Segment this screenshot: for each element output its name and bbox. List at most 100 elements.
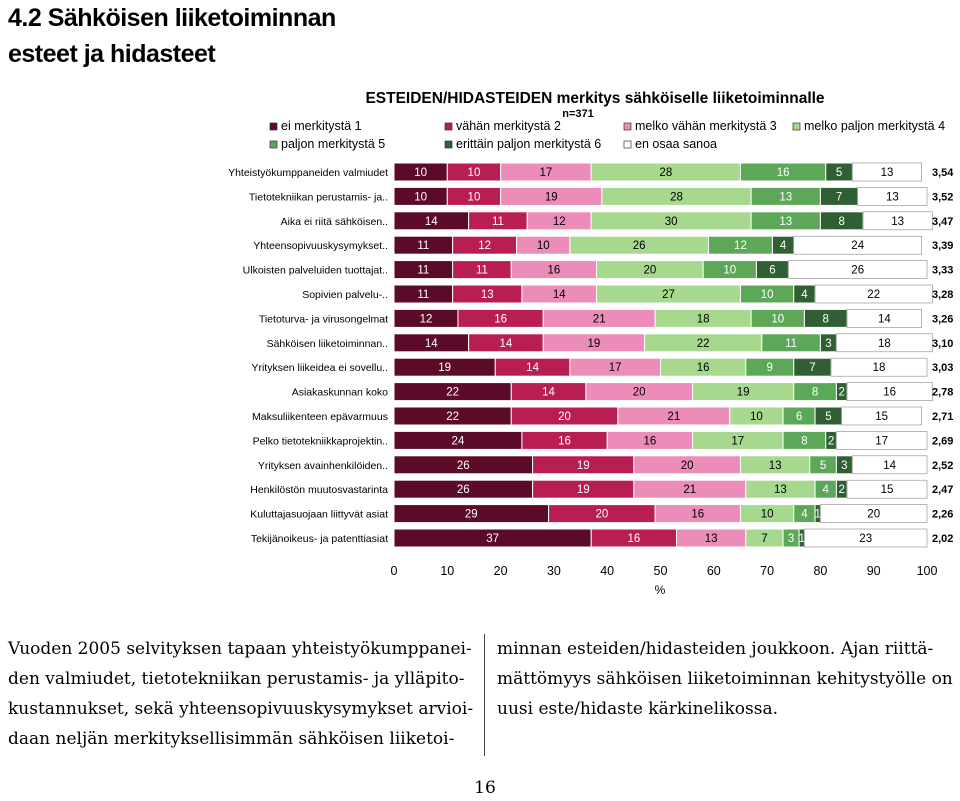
category-label: Tietoturva- ja virusongelmat bbox=[259, 313, 388, 325]
bar-value-label: 16 bbox=[548, 265, 561, 277]
bar-segment bbox=[852, 162, 922, 182]
bar-value-label: 22 bbox=[867, 289, 880, 301]
average-label: 3,26 bbox=[932, 313, 953, 325]
average-label: 2,47 bbox=[932, 484, 953, 496]
bar-value-label: 26 bbox=[633, 240, 646, 252]
bar-value-label: 29 bbox=[465, 509, 478, 521]
category-label: Ulkoisten palveluiden tuottajat.. bbox=[243, 265, 388, 277]
bar-value-label: 37 bbox=[486, 533, 499, 545]
bar-value-label: 12 bbox=[553, 216, 566, 228]
bar-segment bbox=[862, 211, 933, 231]
average-label: 2,69 bbox=[932, 435, 953, 447]
bar-value-label: 18 bbox=[697, 313, 710, 325]
bar-value-label: 11 bbox=[785, 338, 797, 350]
bar-value-label: 4 bbox=[801, 509, 808, 521]
category-label: Yhteensopivuuskysymykset.. bbox=[253, 240, 388, 252]
bar-value-label: 13 bbox=[769, 460, 782, 472]
bar-value-label: 19 bbox=[587, 338, 600, 350]
body-line: Vuoden 2005 selvityksen tapaan yhteistyö… bbox=[8, 639, 472, 659]
bar-value-label: 7 bbox=[761, 533, 767, 545]
page-number: 16 bbox=[474, 778, 496, 798]
column-divider bbox=[484, 634, 485, 756]
bar-value-label: 16 bbox=[494, 313, 507, 325]
legend-label: melko paljon merkitystä 4 bbox=[804, 119, 945, 133]
bar-value-label: 11 bbox=[417, 265, 429, 277]
bar-segment bbox=[814, 284, 933, 304]
bar-value-label: 22 bbox=[446, 411, 459, 423]
category-label: Kuluttajasuojaan liittyvät asiat bbox=[250, 509, 388, 521]
legend-swatch bbox=[444, 122, 453, 131]
category-label: Asiakaskunnan koko bbox=[292, 387, 388, 399]
bar-segment bbox=[820, 504, 928, 523]
body-line: uusi este/hidaste kärkinelikossa. bbox=[497, 699, 778, 719]
bar-value-label: 13 bbox=[886, 191, 899, 203]
average-label: 2,71 bbox=[932, 411, 953, 423]
bar-value-label: 24 bbox=[851, 240, 864, 252]
average-label: 2,26 bbox=[932, 509, 953, 521]
category-label: Maksuliikenteen epävarmuus bbox=[252, 411, 388, 423]
average-label: 3,33 bbox=[932, 265, 953, 277]
bar-value-label: 11 bbox=[476, 265, 488, 277]
average-label: 2,02 bbox=[932, 533, 953, 545]
bar-value-label: 20 bbox=[643, 265, 656, 277]
bar-value-label: 13 bbox=[779, 191, 792, 203]
average-label: 3,39 bbox=[932, 240, 953, 252]
legend-label: ei merkitystä 1 bbox=[281, 119, 362, 133]
category-label: Yrityksen avainhenkilöiden.. bbox=[258, 460, 388, 472]
bar-value-label: 14 bbox=[542, 387, 555, 399]
average-label: 3,47 bbox=[932, 216, 953, 228]
x-axis: 0 10 20 30 40 50 60 70 80 90 100 bbox=[391, 564, 938, 578]
category-label: Aika ei riitä sähköisen.. bbox=[281, 216, 388, 228]
bar-value-label: 18 bbox=[878, 338, 891, 350]
bar-value-label: 10 bbox=[537, 240, 550, 252]
bar-value-label: 21 bbox=[683, 484, 696, 496]
bar-value-label: 17 bbox=[875, 435, 888, 447]
x-tick-label: 30 bbox=[547, 564, 561, 578]
legend-swatch bbox=[623, 122, 632, 131]
bar-value-label: 20 bbox=[558, 411, 571, 423]
bar-value-label: 16 bbox=[643, 435, 656, 447]
bar-value-label: 11 bbox=[417, 289, 429, 301]
bar-value-label: 10 bbox=[468, 191, 481, 203]
legend-swatch bbox=[792, 122, 801, 131]
bar-segment bbox=[846, 309, 922, 328]
average-label: 3,54 bbox=[932, 167, 954, 179]
x-tick-label: 50 bbox=[654, 564, 668, 578]
legend-label: paljon merkitystä 5 bbox=[281, 137, 385, 151]
bar-value-label: 12 bbox=[420, 313, 433, 325]
bar-value-label: 2 bbox=[839, 484, 845, 496]
category-label: Tietotekniikan perustamis- ja.. bbox=[249, 191, 388, 203]
bar-value-label: 16 bbox=[691, 509, 704, 521]
average-label: 2,52 bbox=[932, 460, 953, 472]
category-label: Pelko tietotekniikkaprojektin.. bbox=[253, 435, 388, 447]
bar-value-label: 16 bbox=[883, 387, 896, 399]
average-label: 2,78 bbox=[932, 387, 953, 399]
body-line: minnan esteiden/hidasteiden joukkoon. Aj… bbox=[497, 639, 934, 659]
x-tick-label: 90 bbox=[867, 564, 881, 578]
bar-value-label: 20 bbox=[867, 509, 880, 521]
bar-value-label: 14 bbox=[425, 216, 438, 228]
bar-value-label: 8 bbox=[812, 387, 818, 399]
chart-subtitle: n=371 bbox=[562, 108, 594, 120]
bar-value-label: 26 bbox=[851, 265, 864, 277]
bar-value-label: 28 bbox=[670, 191, 683, 203]
bar-segment bbox=[788, 260, 928, 279]
section-heading: 4.2 Sähköisen liiketoiminnan esteet ja h… bbox=[8, 0, 336, 72]
bar-value-label: 5 bbox=[825, 411, 831, 423]
bar-value-label: 15 bbox=[881, 484, 894, 496]
bar-value-label: 3 bbox=[841, 460, 847, 472]
bar-value-label: 16 bbox=[627, 533, 640, 545]
section-heading-line1: 4.2 Sähköisen liiketoiminnan bbox=[8, 4, 336, 32]
chart-rows: Yhteistyökumppaneiden valmiudet 10 10 17 28 1… bbox=[228, 162, 954, 548]
bar-segment bbox=[857, 187, 928, 206]
body-line: mättömyys sähköisen liiketoiminnan kehit… bbox=[497, 669, 953, 689]
x-tick-label: 20 bbox=[494, 564, 508, 578]
bar-value-label: 12 bbox=[734, 240, 747, 252]
bar-value-label: 14 bbox=[553, 289, 566, 301]
bar-segment bbox=[830, 357, 928, 377]
bar-value-label: 19 bbox=[577, 484, 590, 496]
bar-value-label: 15 bbox=[875, 411, 888, 423]
bar-value-label: 13 bbox=[705, 533, 718, 545]
bar-value-label: 10 bbox=[750, 411, 763, 423]
x-tick-label: 40 bbox=[600, 564, 614, 578]
